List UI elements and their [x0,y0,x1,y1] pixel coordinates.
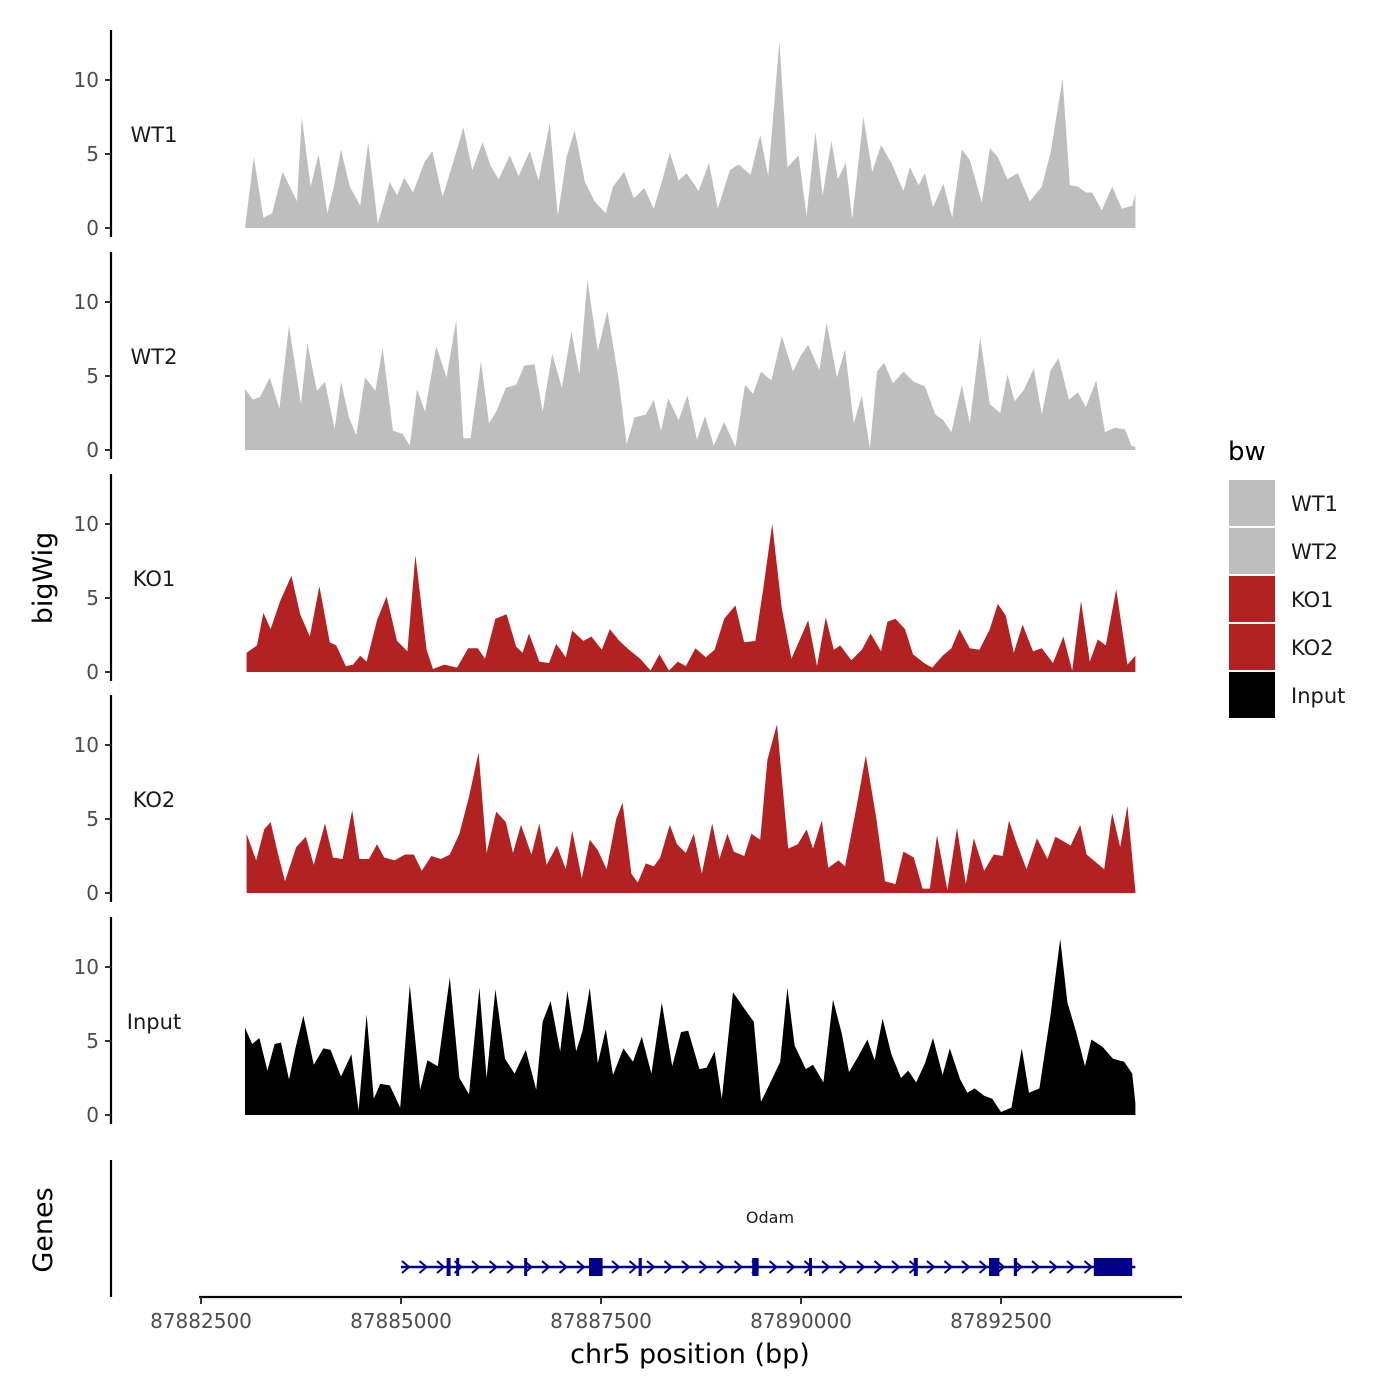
gene-name-label: Odam [746,1208,794,1227]
strand-arrow [681,1260,691,1274]
x-tick-label: 87892500 [950,1309,1052,1333]
strand-arrow [698,1260,709,1274]
strand-arrow [471,1260,481,1274]
coverage-area-ko1 [246,524,1136,672]
strand-arrow [401,1260,411,1274]
track-ko1: 0 5 10 KO1 [74,474,1136,684]
coverage-area-wt1 [245,41,1136,228]
strand-arrow [1048,1260,1059,1274]
strand-arrow [1083,1260,1094,1274]
strand-arrow [926,1260,936,1274]
gene-exon [809,1258,812,1276]
strand-arrow [541,1260,551,1274]
y-tick-label: 10 [74,733,99,757]
y-axis-title: bigWig [28,532,59,625]
track-label-ko2: KO2 [133,788,176,812]
strand-arrow [646,1260,656,1274]
legend-swatch-wt2 [1229,528,1275,574]
strand-arrow [576,1260,586,1274]
y-tick-label: 10 [74,68,99,92]
strand-arrow [733,1260,744,1274]
y-tick-label: 10 [74,512,99,536]
legend-swatch-input [1229,672,1275,718]
y-tick-label: 5 [86,586,99,610]
track-label-input: Input [127,1010,181,1034]
strand-arrow [786,1260,796,1274]
gene-exon [1093,1258,1133,1276]
x-tick-label: 87887500 [550,1309,652,1333]
strand-arrow [943,1260,954,1274]
strand-arrow [611,1260,621,1274]
strand-arrow [873,1260,884,1274]
y-tick-label: 0 [86,1103,99,1127]
strand-arrow [978,1260,989,1274]
strand-arrow [506,1260,516,1274]
gene-exon [752,1258,759,1276]
strand-arrow [716,1260,726,1274]
gene-exon [638,1258,642,1276]
y-tick-label: 10 [74,955,99,979]
strand-arrow [488,1260,499,1274]
legend-title: bw [1228,437,1266,467]
x-tick-label: 87890000 [750,1309,852,1333]
y-tick-label: 5 [86,142,99,166]
track-label-wt2: WT2 [131,345,178,369]
strand-arrow [856,1260,866,1274]
gene-panel: Odam [109,1160,1136,1297]
strand-arrow [768,1260,779,1274]
strand-arrow [436,1260,446,1274]
y-tick-label: 0 [86,660,99,684]
genes-panel-title: Genes [28,1187,59,1272]
track-ko2: 0 5 10 KO2 [74,695,1136,905]
gene-exon [446,1258,451,1276]
x-tick-label: 87885000 [350,1309,452,1333]
legend-label-ko1: KO1 [1291,588,1334,612]
legend-swatch-ko1 [1229,576,1275,622]
gene-exon [456,1258,460,1276]
gene-exon [589,1258,603,1276]
strand-arrow [663,1260,674,1274]
track-label-wt1: WT1 [131,123,178,147]
legend-label-ko2: KO2 [1291,636,1334,660]
strand-arrow [891,1260,901,1274]
strand-arrow [1031,1260,1041,1274]
track-input: 0 5 10 Input [74,917,1136,1127]
x-axis: 87882500 87885000 87887500 87890000 87892500 [150,1295,1182,1333]
track-wt1: 0 5 10 WT1 [74,30,1136,240]
x-axis-title: chr5 position (bp) [570,1339,810,1370]
x-tick-label: 87882500 [150,1309,252,1333]
y-tick-label: 10 [74,290,99,314]
gene-exon [1013,1258,1017,1276]
y-tick-label: 0 [86,881,99,905]
legend-label-wt2: WT2 [1291,540,1338,564]
strand-arrow [961,1260,971,1274]
gene-exon [913,1258,918,1276]
legend-label-wt1: WT1 [1291,492,1338,516]
legend-label-input: Input [1291,684,1345,708]
y-tick-label: 5 [86,1029,99,1053]
gene-exon [989,1258,1000,1276]
y-tick-label: 5 [86,364,99,388]
legend-swatch-ko2 [1229,624,1275,670]
strand-arrow [628,1260,639,1274]
legend: bw WT1 WT2 KO1 KO2 Input [1228,437,1345,718]
legend-swatch-wt1 [1229,480,1275,526]
track-panels: 0 5 10 WT1 0 5 10 WT2 0 5 10 KO1 0 5 10 KO2 0 5 10 Input [74,30,1136,1127]
strand-arrow [558,1260,569,1274]
y-tick-label: 0 [86,438,99,462]
track-wt2: 0 5 10 WT2 [74,252,1136,462]
coverage-area-input [245,938,1136,1115]
strand-arrow [418,1260,429,1274]
strand-arrow [821,1260,831,1274]
track-label-ko1: KO1 [133,567,176,591]
strand-arrow [1066,1260,1076,1274]
coverage-area-wt2 [245,279,1136,450]
strand-arrow [838,1260,849,1274]
coverage-area-ko2 [246,724,1136,893]
gene-exon [524,1258,528,1276]
y-tick-label: 0 [86,216,99,240]
y-tick-label: 5 [86,807,99,831]
